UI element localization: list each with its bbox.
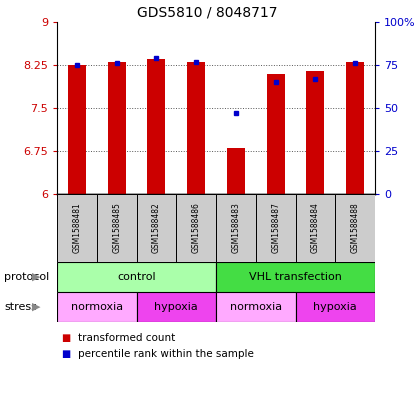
Text: GSM1588488: GSM1588488 bbox=[351, 203, 360, 253]
Bar bbox=[227, 148, 245, 194]
Bar bbox=[187, 62, 205, 194]
Text: GSM1588482: GSM1588482 bbox=[152, 203, 161, 253]
Text: hypoxia: hypoxia bbox=[313, 302, 357, 312]
Text: ▶: ▶ bbox=[32, 302, 41, 312]
FancyBboxPatch shape bbox=[216, 292, 295, 322]
Text: GSM1588484: GSM1588484 bbox=[311, 202, 320, 253]
FancyBboxPatch shape bbox=[216, 194, 256, 262]
Text: ■: ■ bbox=[61, 349, 71, 359]
FancyBboxPatch shape bbox=[176, 194, 216, 262]
Text: transformed count: transformed count bbox=[78, 333, 175, 343]
Text: hypoxia: hypoxia bbox=[154, 302, 198, 312]
FancyBboxPatch shape bbox=[57, 262, 216, 292]
FancyBboxPatch shape bbox=[137, 292, 216, 322]
Text: GSM1588486: GSM1588486 bbox=[192, 202, 200, 253]
Bar bbox=[107, 62, 126, 194]
Text: stress: stress bbox=[4, 302, 37, 312]
FancyBboxPatch shape bbox=[216, 262, 375, 292]
Text: protocol: protocol bbox=[4, 272, 49, 282]
Text: VHL transfection: VHL transfection bbox=[249, 272, 342, 282]
Text: GSM1588487: GSM1588487 bbox=[271, 202, 280, 253]
Text: GDS5810 / 8048717: GDS5810 / 8048717 bbox=[137, 5, 278, 19]
Bar bbox=[68, 65, 86, 194]
Text: GSM1588483: GSM1588483 bbox=[232, 202, 240, 253]
FancyBboxPatch shape bbox=[295, 194, 335, 262]
Text: normoxia: normoxia bbox=[71, 302, 123, 312]
FancyBboxPatch shape bbox=[335, 194, 375, 262]
FancyBboxPatch shape bbox=[57, 292, 137, 322]
Text: ■: ■ bbox=[61, 333, 71, 343]
Text: normoxia: normoxia bbox=[229, 302, 282, 312]
Bar bbox=[147, 59, 165, 194]
Text: percentile rank within the sample: percentile rank within the sample bbox=[78, 349, 254, 359]
FancyBboxPatch shape bbox=[295, 292, 375, 322]
Text: ▶: ▶ bbox=[32, 272, 41, 282]
Bar bbox=[267, 73, 285, 194]
FancyBboxPatch shape bbox=[137, 194, 176, 262]
Bar bbox=[346, 62, 364, 194]
FancyBboxPatch shape bbox=[97, 194, 137, 262]
FancyBboxPatch shape bbox=[57, 194, 97, 262]
Bar bbox=[306, 71, 324, 194]
Text: GSM1588485: GSM1588485 bbox=[112, 202, 121, 253]
Text: control: control bbox=[117, 272, 156, 282]
FancyBboxPatch shape bbox=[256, 194, 295, 262]
Text: GSM1588481: GSM1588481 bbox=[72, 203, 81, 253]
